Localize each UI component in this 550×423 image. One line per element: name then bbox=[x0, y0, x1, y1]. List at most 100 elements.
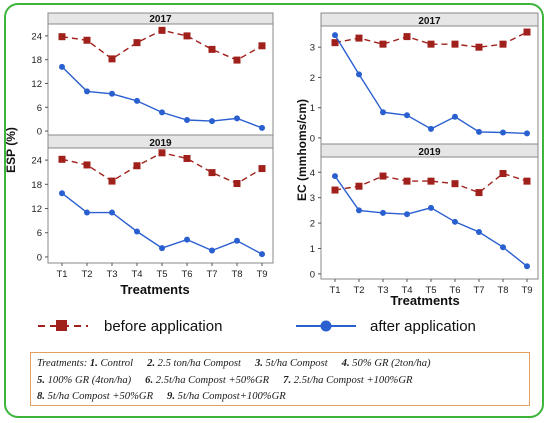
before-point bbox=[355, 182, 363, 190]
note-num: 5. bbox=[37, 374, 45, 386]
note-text: 2.5t/ha Compost +100%GR bbox=[291, 374, 413, 386]
y-tick-label: 3 bbox=[310, 43, 315, 54]
before-point bbox=[158, 149, 166, 157]
after-point bbox=[380, 209, 386, 216]
treatments-note: Treatments: 1. Control 2. 2.5 ton/ha Comp… bbox=[30, 352, 530, 406]
before-point bbox=[158, 26, 166, 34]
before-point bbox=[403, 33, 411, 41]
y-tick-label: 2 bbox=[310, 73, 315, 84]
note-num: 4. bbox=[341, 358, 350, 369]
before-point bbox=[183, 154, 191, 162]
y-tick-label: 0 bbox=[37, 127, 42, 138]
panel-title: 2017 bbox=[418, 16, 441, 27]
y-tick-label: 6 bbox=[37, 228, 42, 239]
panel-3: 2017 0 1 2 3 bbox=[310, 12, 539, 145]
note-row-3: 8. 5t/ha Compost +50%GR 9. 5t/ha Compost+… bbox=[37, 389, 523, 406]
before-point bbox=[133, 39, 141, 47]
after-point bbox=[259, 124, 265, 131]
x-tick-label: T4 bbox=[131, 269, 142, 280]
y-tick-label: 0 bbox=[310, 133, 315, 144]
x-tick-label: T9 bbox=[521, 285, 532, 296]
panel-box bbox=[320, 143, 539, 280]
after-point bbox=[84, 209, 90, 216]
after-point bbox=[59, 63, 65, 70]
y-tick-label: 18 bbox=[31, 180, 42, 191]
before-point bbox=[108, 177, 116, 185]
legend-before-label: before application bbox=[104, 318, 222, 335]
before-point bbox=[379, 172, 387, 180]
x-tick-label: T2 bbox=[353, 285, 364, 296]
note-num: 2. bbox=[147, 358, 156, 369]
note-text: 5t/ha Compost+100%GR bbox=[175, 391, 286, 402]
after-point bbox=[134, 97, 140, 104]
before-point bbox=[258, 42, 266, 50]
note-text: 2.5 ton/ha Compost bbox=[155, 358, 241, 369]
panel-header bbox=[47, 134, 274, 149]
note-row-1: Treatments: 1. Control 2. 2.5 ton/ha Comp… bbox=[37, 356, 523, 373]
before-point bbox=[233, 180, 241, 188]
panel-header bbox=[320, 143, 539, 158]
after-point bbox=[159, 245, 165, 252]
after-point bbox=[332, 32, 338, 39]
before-point bbox=[451, 180, 459, 188]
y-tick-label: 24 bbox=[31, 31, 42, 42]
y-tick-label: 0 bbox=[310, 269, 315, 280]
after-point bbox=[59, 190, 65, 197]
x-tick-label: T3 bbox=[106, 269, 117, 280]
ec-x-axis-label: Treatments bbox=[390, 293, 459, 308]
after-point bbox=[476, 128, 482, 135]
note-num: 7. bbox=[283, 374, 292, 386]
after-point bbox=[380, 109, 386, 116]
after-point bbox=[452, 218, 458, 225]
panel-title: 2017 bbox=[149, 14, 172, 25]
after-point bbox=[428, 204, 434, 211]
after-point bbox=[428, 125, 434, 132]
y-tick-label: 3 bbox=[310, 193, 315, 204]
after-point bbox=[234, 115, 240, 122]
after-point bbox=[234, 237, 240, 244]
after-point bbox=[452, 113, 458, 120]
legend-after-label: after application bbox=[370, 318, 476, 335]
series-before-line bbox=[334, 31, 528, 48]
x-tick-label: T8 bbox=[231, 269, 242, 280]
after-point bbox=[404, 211, 410, 218]
before-point bbox=[183, 32, 191, 40]
before-point bbox=[108, 55, 116, 63]
note-text: 2.5t/ha Compost +50%GR bbox=[153, 374, 270, 386]
note-text: Control bbox=[97, 358, 134, 369]
after-point bbox=[476, 228, 482, 235]
after-point bbox=[259, 251, 265, 258]
legend-before-marker bbox=[56, 320, 67, 331]
panel-4: 2019 0 1 2 3 4 T1 T2 T3 T4 T5 T6 T7 T8 T9 bbox=[310, 143, 539, 296]
after-point bbox=[134, 228, 140, 235]
x-tick-label: T5 bbox=[425, 285, 436, 296]
note-heading: Treatments: bbox=[37, 358, 90, 369]
before-point bbox=[58, 155, 66, 163]
note-text: 100% GR (4ton/ha) bbox=[44, 374, 132, 386]
y-tick-label: 24 bbox=[31, 156, 42, 167]
after-point bbox=[500, 244, 506, 251]
note-text: 5t/ha Compost bbox=[262, 358, 328, 369]
after-point bbox=[84, 88, 90, 95]
before-point bbox=[499, 40, 507, 48]
before-point bbox=[208, 169, 216, 177]
y-tick-label: 12 bbox=[31, 204, 42, 215]
before-point bbox=[451, 40, 459, 48]
x-tick-label: T4 bbox=[401, 285, 412, 296]
note-num: 3. bbox=[254, 358, 263, 369]
before-point bbox=[133, 162, 141, 170]
x-tick-label: T6 bbox=[181, 269, 192, 280]
panel-title: 2019 bbox=[418, 147, 441, 158]
panel-header bbox=[47, 12, 274, 25]
before-point bbox=[475, 189, 483, 197]
after-point bbox=[209, 247, 215, 254]
y-tick-label: 6 bbox=[37, 103, 42, 114]
after-point bbox=[524, 263, 530, 270]
legend: before application after application bbox=[38, 318, 476, 335]
after-point bbox=[184, 116, 190, 123]
x-tick-label: T7 bbox=[473, 285, 484, 296]
note-row-2: 5. 100% GR (4ton/ha) 6. 2.5t/ha Compost +… bbox=[37, 373, 523, 390]
panel-1: 2017 0 6 12 18 24 bbox=[31, 12, 274, 138]
note-text: 5t/ha Compost +50%GR bbox=[44, 391, 154, 402]
